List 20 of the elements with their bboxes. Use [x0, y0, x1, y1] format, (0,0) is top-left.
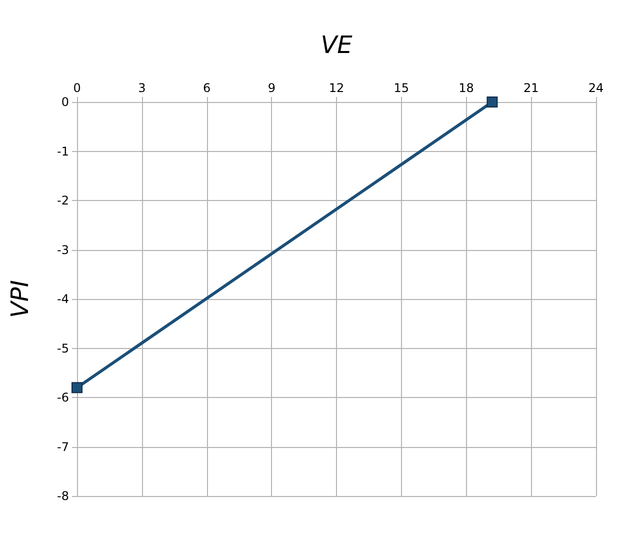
- y-tick-label: -5: [57, 341, 69, 356]
- y-tick-label: -1: [57, 144, 69, 158]
- x-tick-label: 9: [268, 81, 276, 95]
- y-tick-label: -2: [57, 194, 69, 208]
- x-tick-label: 12: [328, 81, 344, 95]
- x-tick-label: 0: [73, 81, 81, 95]
- x-tick-label: 6: [202, 81, 211, 95]
- x-tick-label: 18: [458, 81, 474, 95]
- x-tick-label: 3: [138, 81, 146, 95]
- y-tick-label: -4: [57, 292, 69, 306]
- y-tick-label: -3: [57, 242, 69, 257]
- y-tick-label: -8: [57, 489, 69, 503]
- y-axis-title: VPI: [6, 280, 34, 318]
- x-tick-label: 15: [394, 81, 410, 95]
- x-axis-title: VE: [320, 31, 354, 59]
- y-tick-label: -6: [57, 390, 69, 404]
- x-tick-label: 21: [523, 81, 539, 95]
- x-tick-label: 24: [588, 81, 604, 95]
- y-tick-label: -7: [57, 440, 69, 454]
- y-tick-label: 0: [61, 95, 69, 109]
